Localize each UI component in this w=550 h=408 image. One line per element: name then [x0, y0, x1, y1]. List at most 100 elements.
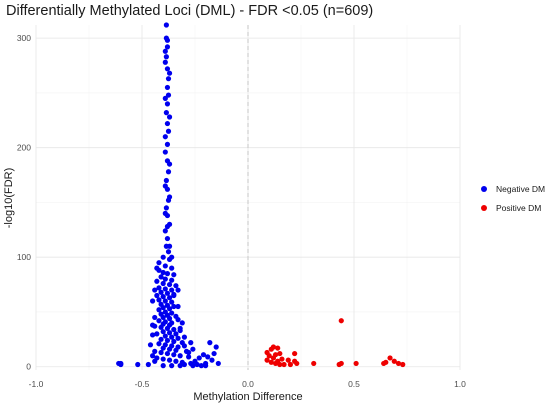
negative-dm-point — [156, 318, 162, 324]
negative-dm-point — [160, 280, 166, 287]
negative-dm-point — [215, 360, 221, 367]
negative-dm-point — [156, 341, 162, 347]
negative-dm-point — [160, 345, 166, 351]
positive-dm-point — [294, 360, 300, 367]
negative-dm-point — [162, 149, 168, 155]
negative-dm-point — [169, 254, 175, 260]
negative-dm-point — [169, 334, 175, 340]
negative-dm-point — [169, 287, 175, 293]
negative-dm-point — [166, 161, 173, 167]
negative-dm-point — [160, 294, 166, 300]
positive-dm-point — [353, 360, 359, 367]
negative-dm-point — [162, 276, 168, 282]
negative-dm-point — [162, 183, 168, 189]
negative-dm-point — [150, 332, 156, 338]
negative-dm-point — [186, 349, 192, 356]
positive-dm-point — [277, 350, 283, 357]
negative-dm-point — [156, 285, 162, 291]
grid-lines — [35, 25, 461, 370]
negative-dm-point — [158, 336, 164, 342]
legend-label-positive: Positive DM — [496, 203, 541, 213]
negative-dm-point — [154, 331, 160, 337]
negative-dm-point — [169, 310, 175, 316]
negative-dm-point — [173, 331, 179, 337]
negative-dm-point — [164, 350, 171, 357]
negative-dm-point — [164, 337, 171, 344]
legend: Negative DM Positive DM — [481, 184, 545, 213]
negative-dm-point — [209, 357, 215, 363]
negative-dm-point — [152, 358, 158, 364]
negative-dm-point — [186, 354, 192, 360]
positive-dm-point — [281, 361, 287, 368]
negative-dm-point — [164, 44, 171, 50]
negative-dm-point — [152, 348, 158, 354]
negative-dm-point — [171, 303, 177, 310]
negative-dm-point — [181, 343, 187, 349]
positive-dm-point — [270, 344, 277, 350]
negative-dm-point — [169, 265, 175, 271]
negative-dm-point — [152, 287, 158, 293]
negative-dm-point — [163, 54, 169, 60]
negative-dm-point — [190, 363, 196, 369]
y-axis-title: -log10(FDR) — [3, 168, 15, 229]
negative-dm-point — [150, 353, 156, 359]
positive-dm-point — [268, 359, 274, 365]
y-axis-ticks: 0 100 200 300 — [17, 33, 31, 372]
positive-dm-point — [287, 361, 293, 368]
negative-dm-point — [162, 286, 168, 292]
negative-dm-point — [166, 114, 173, 120]
negative-dm-point — [163, 177, 169, 184]
positive-dm-point — [338, 360, 344, 367]
negative-dm-point — [164, 271, 171, 277]
y-tick-label: 100 — [17, 252, 31, 262]
x-tick-label: 0.5 — [348, 379, 360, 389]
negative-dm-point — [162, 48, 168, 54]
negative-dm-point — [171, 292, 177, 299]
negative-dm-point — [169, 363, 175, 369]
negative-dm-point — [164, 120, 171, 127]
negative-dm-point — [177, 325, 183, 331]
positive-dm-point — [381, 360, 387, 367]
negative-dm-point — [164, 141, 171, 147]
negative-dm-point — [154, 278, 160, 284]
negative-dm-point — [164, 290, 171, 296]
negative-dm-point — [150, 322, 156, 328]
x-tick-label: -0.5 — [135, 379, 150, 389]
negative-dm-point — [164, 37, 171, 43]
negative-dm-point — [162, 298, 168, 304]
positive-dm-point — [285, 357, 291, 363]
negative-dm-point — [152, 314, 158, 321]
positive-dm-point — [391, 358, 397, 364]
chart-title: Differentially Methylated Loci (DML) - F… — [6, 3, 374, 19]
positive-dm-point — [277, 361, 283, 368]
negative-dm-point — [163, 22, 169, 28]
negative-dm-point — [171, 326, 177, 333]
x-tick-label: 0.0 — [242, 379, 254, 389]
negative-dm-point — [162, 59, 168, 65]
negative-dm-point — [160, 329, 166, 335]
negative-dm-point — [166, 194, 173, 200]
negative-dm-point — [207, 340, 213, 346]
negative-dm-point — [163, 205, 169, 211]
negative-dm-point — [166, 357, 173, 363]
positive-dm-point — [264, 357, 270, 363]
negative-dm-point — [154, 265, 160, 271]
negative-dm-point — [169, 277, 175, 283]
negative-dm-point — [171, 338, 177, 345]
negative-dm-point — [160, 254, 166, 260]
negative-dm-point — [175, 303, 181, 310]
negative-dm-point — [173, 283, 179, 289]
negative-dm-point — [165, 76, 172, 82]
negative-dm-point — [181, 334, 187, 340]
negative-dm-point — [154, 292, 160, 299]
negative-dm-point — [135, 361, 141, 368]
negative-dm-point — [203, 363, 209, 369]
negative-dm-point — [156, 307, 162, 313]
negative-dm-point — [200, 352, 207, 358]
negative-dm-point — [171, 272, 177, 278]
negative-dm-point — [160, 269, 166, 276]
negative-dm-point — [158, 324, 164, 330]
negative-dm-point — [211, 350, 217, 357]
negative-dm-point — [160, 314, 166, 321]
negative-dm-point — [171, 352, 177, 358]
